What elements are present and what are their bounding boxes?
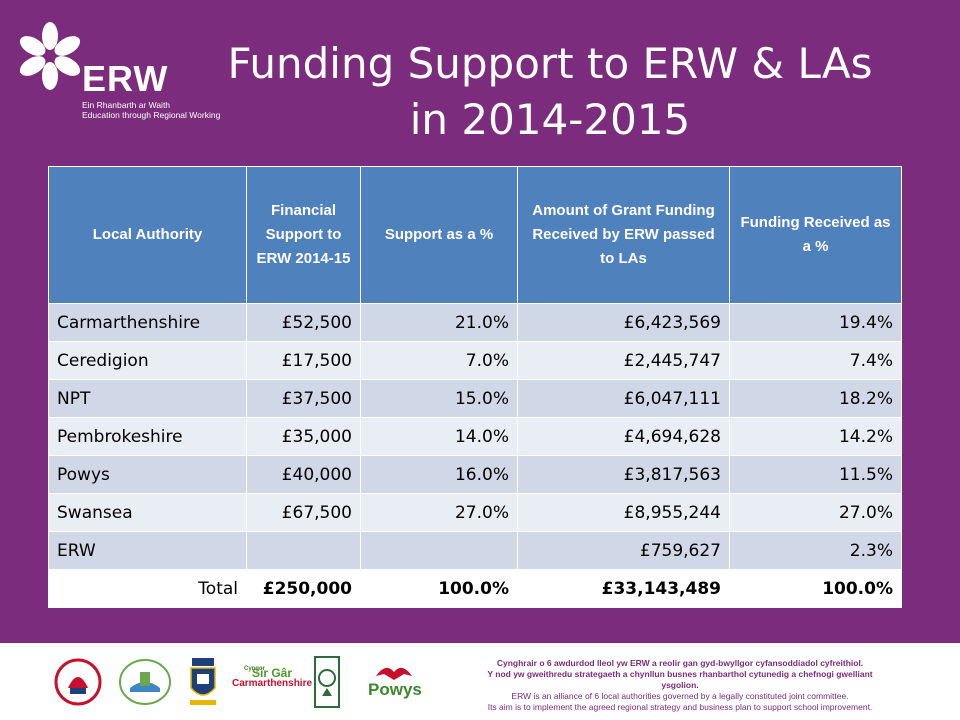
- cell-grant: £2,445,747: [517, 341, 730, 380]
- cell-grant: £6,047,111: [517, 379, 730, 418]
- total-grant-pct: 100.0%: [729, 569, 902, 608]
- cell-support: £35,000: [246, 417, 361, 456]
- cell-authority: Carmarthenshire: [48, 303, 247, 342]
- footer-welsh-line1: Cynghrair o 6 awdurdod lleol yw ERW a re…: [496, 658, 864, 668]
- footer-english-line1: ERW is an alliance of 6 local authoritie…: [511, 691, 849, 701]
- slide-title: Funding Support to ERW & LAs in 2014-201…: [200, 36, 900, 148]
- table-row: ERW £759,627 2.3%: [48, 531, 902, 570]
- carmarthenshire-logo-icon: Cyngor Sir Gâr Carmarthenshire: [230, 666, 312, 706]
- header-support-pct: Support as a %: [360, 166, 518, 304]
- slide-title-line1: Funding Support to ERW & LAs: [227, 39, 873, 88]
- ceredigion-logo-icon: [314, 656, 340, 712]
- header-local-authority: Local Authority: [48, 166, 247, 304]
- cell-authority: Swansea: [48, 493, 247, 532]
- cell-authority: Pembrokeshire: [48, 417, 247, 456]
- cell-support: £67,500: [246, 493, 361, 532]
- cell-support-pct: 7.0%: [360, 341, 518, 380]
- table-row: Pembrokeshire £35,000 14.0% £4,694,628 1…: [48, 417, 902, 456]
- logo-subtitle-welsh: Ein Rhanbarth ar Waith: [82, 100, 171, 110]
- cell-support: £52,500: [246, 303, 361, 342]
- cell-grant: £4,694,628: [517, 417, 730, 456]
- city-swansea-logo-icon: [54, 658, 102, 710]
- table-total-row: Total £250,000 100.0% £33,143,489 100.0%: [48, 569, 902, 608]
- cell-support-pct: 21.0%: [360, 303, 518, 342]
- footer-welsh-line2: Y nod yw gweithredu strategaeth a chynll…: [487, 669, 873, 690]
- total-label: Total: [48, 569, 247, 608]
- cell-support-pct: 15.0%: [360, 379, 518, 418]
- cell-grant-pct: 11.5%: [729, 455, 902, 494]
- cell-support: £17,500: [246, 341, 361, 380]
- cell-grant-pct: 19.4%: [729, 303, 902, 342]
- erw-flower-icon: [19, 22, 81, 90]
- table-row: NPT £37,500 15.0% £6,047,111 18.2%: [48, 379, 902, 418]
- cell-grant-pct: 7.4%: [729, 341, 902, 380]
- total-support-pct: 100.0%: [360, 569, 518, 608]
- cell-grant-pct: 27.0%: [729, 493, 902, 532]
- footer-english-line2: Its aim is to implement the agreed regio…: [487, 702, 873, 712]
- pembrokeshire-crest-icon: [188, 656, 218, 712]
- cell-support-pct: 14.0%: [360, 417, 518, 456]
- erw-logo: ERW Ein Rhanbarth ar Waith Education thr…: [18, 22, 220, 122]
- cell-support: [246, 531, 361, 570]
- sirgar-small-label: Cyngor: [244, 666, 265, 672]
- logo-wordmark: ERW: [82, 58, 169, 99]
- cell-grant: £8,955,244: [517, 493, 730, 532]
- header-funding-pct: Funding Received as a %: [729, 166, 902, 304]
- table-row: Swansea £67,500 27.0% £8,955,244 27.0%: [48, 493, 902, 532]
- cell-support: £37,500: [246, 379, 361, 418]
- logo-subtitle: Ein Rhanbarth ar Waith Education through…: [82, 100, 220, 120]
- neath-port-talbot-logo-icon: [118, 658, 172, 710]
- sirgar-sub-label: Carmarthenshire: [232, 678, 313, 689]
- slide-title-line2: in 2014-2015: [409, 95, 691, 144]
- cell-support-pct: 27.0%: [360, 493, 518, 532]
- footer-statement: Cynghrair o 6 awdurdod lleol yw ERW a re…: [470, 658, 890, 713]
- cell-support: £40,000: [246, 455, 361, 494]
- cell-grant: £759,627: [517, 531, 730, 570]
- powys-logo-icon: Powys: [366, 660, 426, 704]
- cell-authority: Powys: [48, 455, 247, 494]
- powys-label: Powys: [368, 680, 422, 699]
- total-grant: £33,143,489: [517, 569, 730, 608]
- cell-grant-pct: 2.3%: [729, 531, 902, 570]
- logo-subtitle-english: Education through Regional Working: [82, 110, 221, 120]
- cell-support-pct: [360, 531, 518, 570]
- cell-support-pct: 16.0%: [360, 455, 518, 494]
- header-financial-support: Financial Support to ERW 2014-15: [246, 166, 361, 304]
- sirgar-main-label: Sir Gâr: [252, 666, 293, 680]
- cell-grant-pct: 14.2%: [729, 417, 902, 456]
- header-grant-amount: Amount of Grant Funding Received by ERW …: [517, 166, 730, 304]
- cell-grant: £3,817,563: [517, 455, 730, 494]
- cell-authority: NPT: [48, 379, 247, 418]
- funding-table: Local Authority Financial Support to ERW…: [48, 166, 902, 608]
- footer-logos: Cyngor Sir Gâr Carmarthenshire Powys: [48, 652, 428, 712]
- total-support: £250,000: [246, 569, 361, 608]
- cell-authority: ERW: [48, 531, 247, 570]
- table-row: Powys £40,000 16.0% £3,817,563 11.5%: [48, 455, 902, 494]
- cell-authority: Ceredigion: [48, 341, 247, 380]
- table-row: Carmarthenshire £52,500 21.0% £6,423,569…: [48, 303, 902, 342]
- table-header-row: Local Authority Financial Support to ERW…: [48, 166, 902, 304]
- table-row: Ceredigion £17,500 7.0% £2,445,747 7.4%: [48, 341, 902, 380]
- cell-grant-pct: 18.2%: [729, 379, 902, 418]
- cell-grant: £6,423,569: [517, 303, 730, 342]
